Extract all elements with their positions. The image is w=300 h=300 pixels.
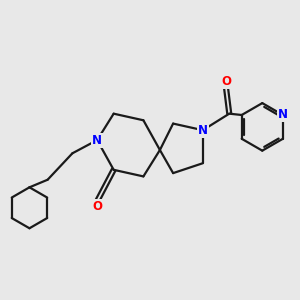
Text: O: O [221, 76, 231, 88]
Text: N: N [92, 134, 102, 147]
Text: N: N [278, 109, 288, 122]
Text: N: N [198, 124, 208, 137]
Text: O: O [93, 200, 103, 213]
